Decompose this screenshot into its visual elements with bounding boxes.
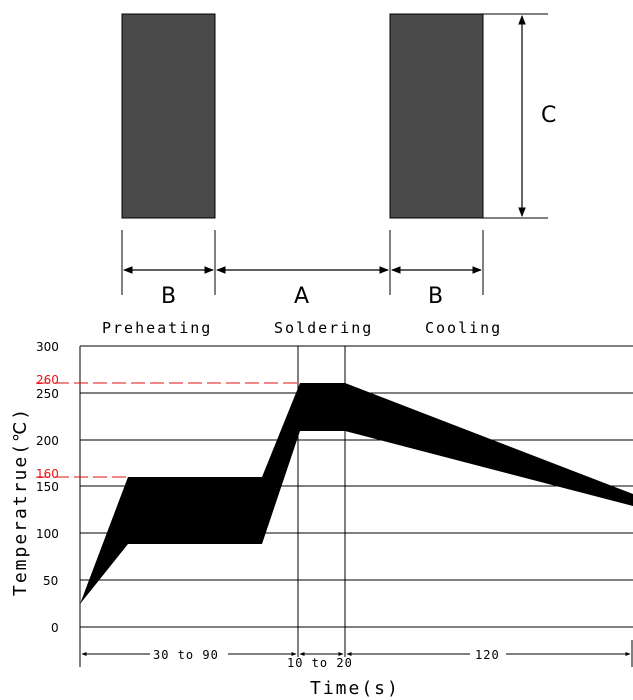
- y-tick-100: 100: [36, 527, 59, 541]
- duration-solder: 10 to 20: [287, 656, 353, 670]
- marked-temp-160: 160: [36, 467, 59, 481]
- y-tick-0: 0: [51, 621, 59, 635]
- label-b-left: B: [161, 284, 176, 309]
- y-tick-150: 150: [36, 480, 59, 494]
- phase-preheating: Preheating: [102, 319, 212, 337]
- profile-band: [80, 383, 633, 604]
- y-tick-200: 200: [36, 434, 59, 448]
- label-b-right: B: [428, 284, 443, 309]
- y-axis-title: Temperatrue(℃): [10, 407, 31, 596]
- pad-footprint: C B A B: [121, 13, 556, 309]
- marked-temp-260: 260: [36, 373, 59, 387]
- x-axis-title: Time(s): [310, 678, 400, 699]
- left-pad: [121, 13, 216, 219]
- phase-cooling: Cooling: [425, 319, 502, 337]
- reflow-profile: Preheating Soldering Cooling 300 250 200…: [10, 319, 633, 699]
- y-tick-50: 50: [43, 574, 58, 588]
- duration-preheat: 30 to 90: [153, 648, 219, 662]
- duration-cooling: 120: [475, 648, 500, 662]
- phase-soldering: Soldering: [274, 319, 373, 337]
- y-tick-300: 300: [36, 340, 59, 354]
- label-c: C: [541, 103, 556, 128]
- right-pad: [389, 13, 484, 219]
- y-tick-250: 250: [36, 387, 59, 401]
- label-a: A: [294, 284, 309, 309]
